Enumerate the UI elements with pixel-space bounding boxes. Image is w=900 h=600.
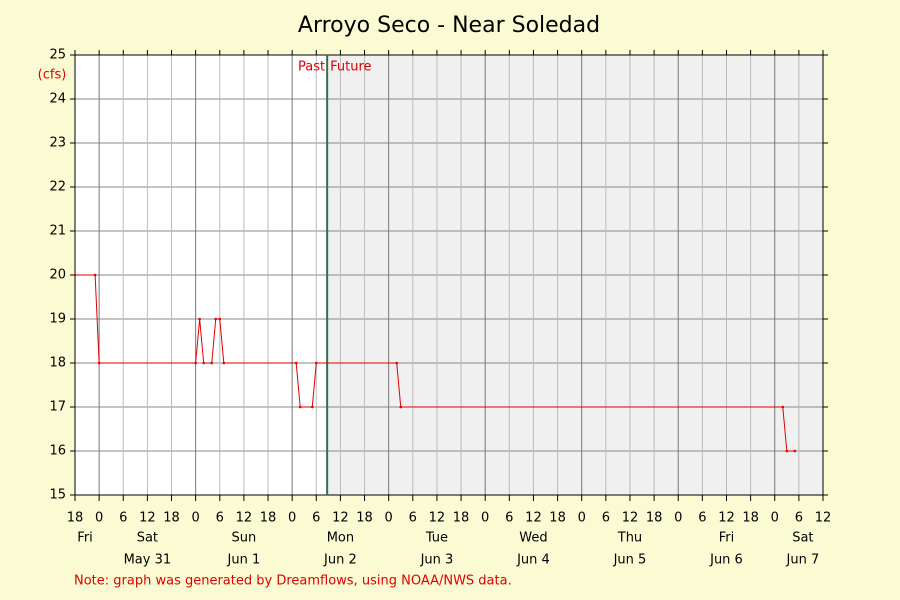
x-tick-label: 12 xyxy=(139,511,156,526)
y-tick-label: 24 xyxy=(49,92,66,107)
flow-point xyxy=(298,405,302,409)
day-label: Fri xyxy=(77,531,93,546)
flow-point xyxy=(310,405,314,409)
x-tick-label: 18 xyxy=(549,511,566,526)
y-tick-label: 19 xyxy=(49,312,66,327)
flow-point xyxy=(218,317,222,321)
chart-title: Arroyo Seco - Near Soledad xyxy=(298,13,600,38)
flow-point xyxy=(399,405,403,409)
x-tick-label: 6 xyxy=(409,511,417,526)
date-label: Jun 2 xyxy=(323,553,357,568)
x-tick-label: 0 xyxy=(385,511,393,526)
date-label: Jun 3 xyxy=(420,553,454,568)
flow-point xyxy=(785,449,789,453)
x-tick-label: 18 xyxy=(67,511,84,526)
x-tick-label: 12 xyxy=(236,511,253,526)
flow-point xyxy=(222,361,226,365)
x-tick-label: 12 xyxy=(815,511,832,526)
y-tick-label: 18 xyxy=(49,356,66,371)
y-unit-label: (cfs) xyxy=(38,68,67,83)
day-label: Mon xyxy=(327,531,354,546)
x-tick-label: 6 xyxy=(795,511,803,526)
flow-point xyxy=(198,317,201,321)
y-tick-label: 23 xyxy=(49,136,66,151)
day-label: Tue xyxy=(425,531,448,546)
flow-point xyxy=(314,361,318,365)
day-label: Fri xyxy=(719,531,735,546)
x-tick-label: 6 xyxy=(312,511,320,526)
y-tick-label: 16 xyxy=(49,444,66,459)
x-tick-label: 12 xyxy=(525,511,542,526)
x-tick-label: 12 xyxy=(429,511,446,526)
flow-point xyxy=(781,405,785,409)
flow-point xyxy=(97,361,101,365)
flow-point xyxy=(793,449,797,453)
y-tick-label: 15 xyxy=(49,488,66,503)
y-tick-label: 22 xyxy=(49,180,66,195)
date-label: Jun 5 xyxy=(613,553,647,568)
date-label: Jun 6 xyxy=(709,553,743,568)
x-tick-label: 18 xyxy=(260,511,277,526)
x-tick-label: 0 xyxy=(95,511,103,526)
x-tick-label: 6 xyxy=(698,511,706,526)
x-tick-label: 6 xyxy=(119,511,127,526)
day-label: Sun xyxy=(232,531,257,546)
flow-point xyxy=(73,273,77,277)
y-tick-label: 21 xyxy=(49,224,66,239)
future-label: Future xyxy=(330,60,371,75)
day-label: Thu xyxy=(617,531,642,546)
x-tick-label: 12 xyxy=(718,511,735,526)
x-tick-label: 18 xyxy=(356,511,373,526)
x-tick-label: 6 xyxy=(602,511,610,526)
x-tick-label: 0 xyxy=(192,511,200,526)
x-tick-label: 12 xyxy=(332,511,349,526)
x-tick-label: 18 xyxy=(163,511,180,526)
note: Note: graph was generated by Dreamflows,… xyxy=(74,574,512,589)
y-tick-label: 17 xyxy=(49,400,66,415)
flow-point xyxy=(202,361,205,365)
x-tick-label: 12 xyxy=(622,511,639,526)
flow-point xyxy=(93,273,97,277)
x-tick-label: 0 xyxy=(288,511,296,526)
x-tick-label: 0 xyxy=(674,511,682,526)
x-tick-label: 18 xyxy=(742,511,759,526)
flow-point xyxy=(194,361,197,365)
x-tick-label: 18 xyxy=(453,511,470,526)
y-tick-label: 20 xyxy=(49,268,66,283)
date-label: Jun 1 xyxy=(227,553,261,568)
past-label: Past xyxy=(298,60,325,75)
day-label: Sat xyxy=(792,531,813,546)
flow-point xyxy=(210,361,214,365)
flow-point xyxy=(214,317,218,321)
x-tick-label: 6 xyxy=(216,511,224,526)
x-tick-label: 0 xyxy=(771,511,779,526)
y-tick-label: 25 xyxy=(49,48,66,63)
x-tick-label: 18 xyxy=(646,511,663,526)
day-label: Sat xyxy=(137,531,158,546)
date-label: Jun 4 xyxy=(516,553,550,568)
date-label: May 31 xyxy=(124,553,172,568)
x-tick-label: 0 xyxy=(481,511,489,526)
flow-point xyxy=(294,361,298,365)
date-label: Jun 7 xyxy=(786,553,820,568)
x-tick-label: 0 xyxy=(578,511,586,526)
day-label: Wed xyxy=(519,531,547,546)
x-tick-label: 6 xyxy=(505,511,513,526)
flow-point xyxy=(395,361,399,365)
